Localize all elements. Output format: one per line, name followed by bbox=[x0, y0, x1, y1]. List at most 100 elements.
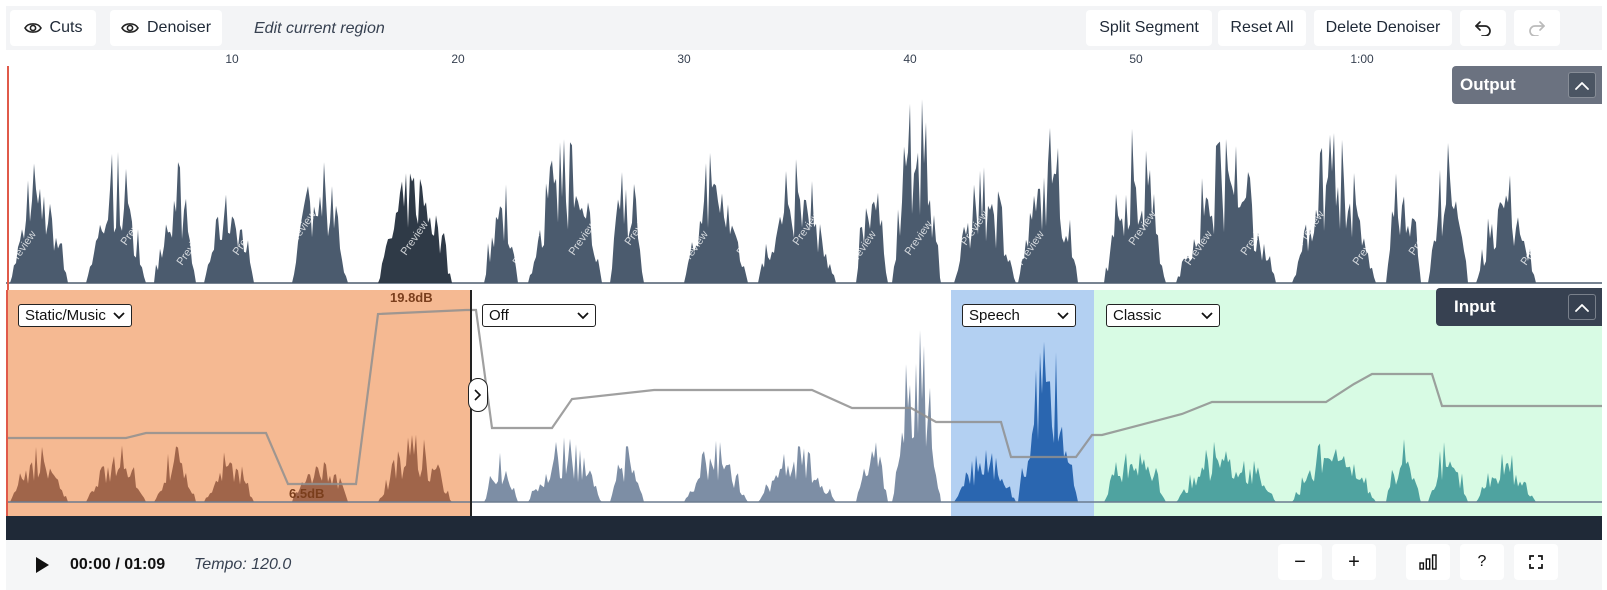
gain-curve[interactable] bbox=[6, 308, 1602, 486]
waveform-burst bbox=[10, 163, 68, 283]
zoom-in-button[interactable]: + bbox=[1332, 544, 1376, 580]
waveform-burst bbox=[1018, 341, 1078, 502]
undo-icon bbox=[1475, 21, 1491, 36]
waveform-burst bbox=[378, 434, 452, 502]
help-button[interactable]: ? bbox=[1460, 544, 1504, 580]
ruler-tick: 40 bbox=[903, 52, 917, 66]
mode-select-static-music[interactable]: Static/Music bbox=[18, 304, 132, 327]
waveform-burst bbox=[10, 446, 68, 502]
waveform-burst bbox=[484, 184, 518, 283]
playhead[interactable] bbox=[7, 66, 9, 290]
waveform-burst bbox=[954, 449, 1016, 502]
mode-select-classic[interactable]: Classic bbox=[1106, 304, 1220, 327]
collapse-output-button[interactable] bbox=[1568, 72, 1596, 98]
transport-bar: 00:00 / 01:09 Tempo: 120.0 − + ? bbox=[6, 540, 1602, 590]
mode-select-value: Classic bbox=[1113, 307, 1162, 324]
waveform-burst bbox=[86, 445, 146, 502]
ruler-tick: 30 bbox=[677, 52, 691, 66]
input-waveform bbox=[6, 308, 1602, 503]
redo-icon bbox=[1529, 21, 1545, 36]
denoiser-label: Denoiser bbox=[146, 19, 212, 36]
cuts-toggle-button[interactable]: Cuts bbox=[10, 10, 96, 46]
preview-watermark: Preview bbox=[343, 229, 375, 268]
zoom-out-button[interactable]: − bbox=[1278, 544, 1322, 580]
mode-select-value: Static/Music bbox=[25, 307, 106, 324]
region-expand-handle[interactable] bbox=[468, 378, 488, 412]
scroll-track[interactable] bbox=[6, 516, 1602, 540]
waveform-burst bbox=[204, 452, 254, 502]
waveform-burst bbox=[1018, 127, 1078, 284]
timeline-ruler[interactable]: 10 20 30 40 50 1:00 bbox=[6, 50, 1602, 66]
ruler-tick: 20 bbox=[451, 52, 465, 66]
waveform-burst bbox=[1292, 133, 1376, 283]
split-segment-button[interactable]: Split Segment bbox=[1086, 10, 1212, 46]
waveform-burst bbox=[1428, 143, 1468, 283]
waveform-burst bbox=[758, 159, 836, 283]
playhead-input[interactable] bbox=[6, 290, 8, 516]
waveform-burst bbox=[758, 446, 836, 502]
waveform-burst bbox=[154, 162, 196, 283]
redo-button[interactable] bbox=[1514, 10, 1560, 46]
input-tag: Input bbox=[1436, 288, 1602, 326]
delete-denoiser-button[interactable]: Delete Denoiser bbox=[1314, 10, 1452, 46]
waveform-burst bbox=[954, 167, 1016, 283]
waveform-burst bbox=[292, 162, 348, 283]
waveform-burst bbox=[892, 99, 941, 283]
collapse-input-button[interactable] bbox=[1568, 294, 1596, 320]
preview-watermark: Preview bbox=[1071, 219, 1103, 258]
waveform-burst bbox=[1292, 443, 1376, 502]
bar-chart-icon bbox=[1419, 554, 1437, 570]
waveform-burst bbox=[1104, 452, 1166, 502]
input-tag-label: Input bbox=[1454, 297, 1496, 316]
waveform-burst bbox=[892, 330, 941, 502]
db-max-label: 19.8dB bbox=[390, 290, 433, 305]
waveform-burst bbox=[1386, 173, 1421, 283]
cuts-label: Cuts bbox=[49, 19, 83, 36]
waveform-burst bbox=[1176, 441, 1276, 502]
preview-watermark: Preview bbox=[63, 219, 95, 258]
undo-button[interactable] bbox=[1460, 10, 1506, 46]
ruler-tick: 10 bbox=[225, 52, 239, 66]
waveform-burst bbox=[684, 152, 748, 283]
mode-select-value: Speech bbox=[969, 307, 1020, 324]
mode-select-off[interactable]: Off bbox=[482, 304, 596, 327]
eye-icon bbox=[23, 23, 42, 33]
mode-select-value: Off bbox=[489, 307, 509, 324]
chevron-down-icon bbox=[1057, 311, 1069, 319]
waveform-burst bbox=[204, 194, 254, 283]
waveform-burst bbox=[484, 452, 518, 502]
waveform-burst bbox=[1476, 453, 1536, 502]
waveform-burst bbox=[292, 462, 348, 502]
waveform-burst bbox=[610, 446, 644, 502]
waveform-burst bbox=[856, 442, 888, 502]
fullscreen-icon bbox=[1529, 555, 1543, 569]
input-waveform-panel[interactable]: Static/Music Off Speech Classic 19.8dB 6… bbox=[6, 288, 1602, 516]
waveform-burst bbox=[610, 172, 644, 283]
mode-select-speech[interactable]: Speech bbox=[962, 304, 1076, 327]
output-waveform-panel[interactable]: Preview Preview Preview Preview Preview Previ… bbox=[6, 66, 1602, 290]
output-tag: Output bbox=[1452, 66, 1602, 104]
output-tag-label: Output bbox=[1460, 75, 1516, 94]
preview-watermark: Preview bbox=[735, 219, 767, 258]
waveform-burst bbox=[1428, 442, 1468, 502]
db-min-label: 6.5dB bbox=[289, 486, 325, 501]
time-display: 00:00 / 01:09 bbox=[70, 556, 166, 573]
chevron-down-icon bbox=[1201, 311, 1213, 319]
waveform-burst bbox=[1386, 439, 1421, 502]
waveform-burst bbox=[1104, 128, 1166, 283]
waveform-burst bbox=[528, 437, 602, 502]
waveform-burst bbox=[378, 173, 452, 283]
waveform-burst bbox=[1476, 175, 1536, 283]
eye-icon bbox=[121, 23, 139, 33]
waveform-burst bbox=[684, 440, 748, 502]
stats-button[interactable] bbox=[1406, 544, 1450, 580]
play-icon[interactable] bbox=[30, 554, 52, 576]
reset-all-button[interactable]: Reset All bbox=[1218, 10, 1306, 46]
waveform-burst bbox=[1176, 139, 1276, 283]
fullscreen-button[interactable] bbox=[1514, 544, 1558, 580]
denoiser-toggle-button[interactable]: Denoiser bbox=[110, 10, 222, 46]
preview-watermark: Preview bbox=[455, 209, 487, 248]
ruler-tick: 50 bbox=[1129, 52, 1143, 66]
ruler-tick: 1:00 bbox=[1350, 52, 1374, 66]
